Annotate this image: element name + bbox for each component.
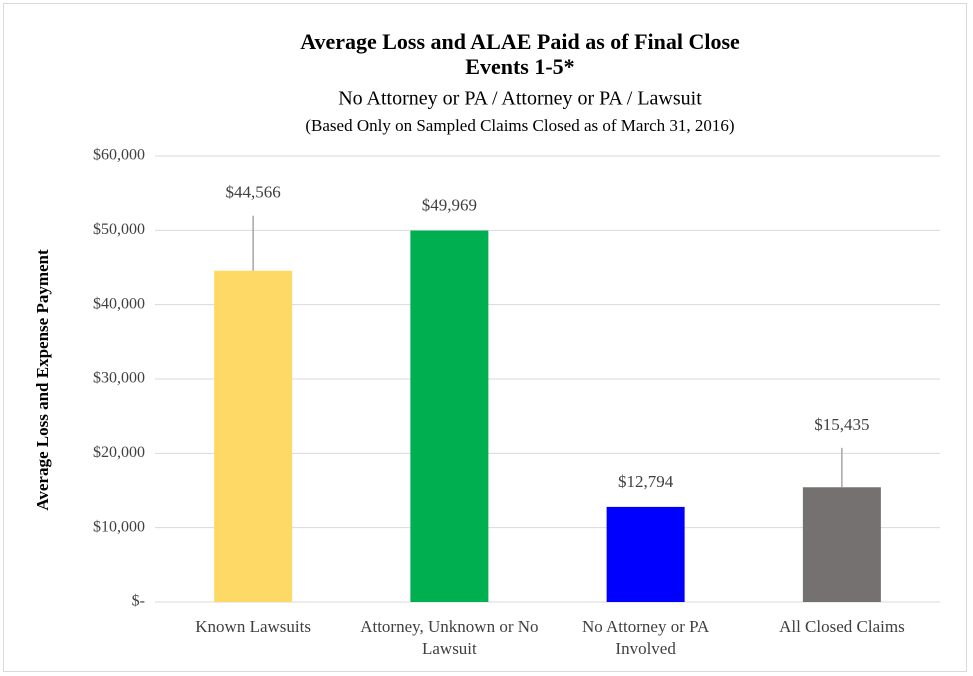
y-tick-label: $40,000 [93,295,145,312]
data-label: $12,794 [618,472,674,491]
bar [802,487,881,602]
bar [410,230,489,602]
bar [606,506,685,602]
data-label: $15,435 [814,415,869,434]
y-tick-label: $30,000 [93,370,145,387]
y-tick-label: $50,000 [93,221,145,238]
y-tick-label: $- [132,593,145,610]
x-tick-label: Known Lawsuits [195,617,311,636]
data-label: $44,566 [226,183,281,202]
y-axis-label: Average Loss and Expense Payment [33,249,52,511]
x-tick-label: All Closed Claims [779,617,905,636]
chart-subtitle: (Based Only on Sampled Claims Closed as … [305,116,734,135]
y-tick-label: $60,000 [93,147,145,164]
x-tick-label: Attorney, Unknown or No Lawsuit [360,617,539,658]
y-tick-label: $10,000 [93,518,145,535]
x-tick-label: No Attorney or PA Involved [581,617,710,658]
chart-subtitle: Events 1-5* [465,54,574,79]
chart-title: Average Loss and ALAE Paid as of Final C… [300,29,740,54]
bar [214,270,293,602]
y-tick-label: $20,000 [93,444,145,461]
chart-subtitle: No Attorney or PA / Attorney or PA / Law… [338,88,702,110]
data-label: $49,969 [422,195,477,214]
